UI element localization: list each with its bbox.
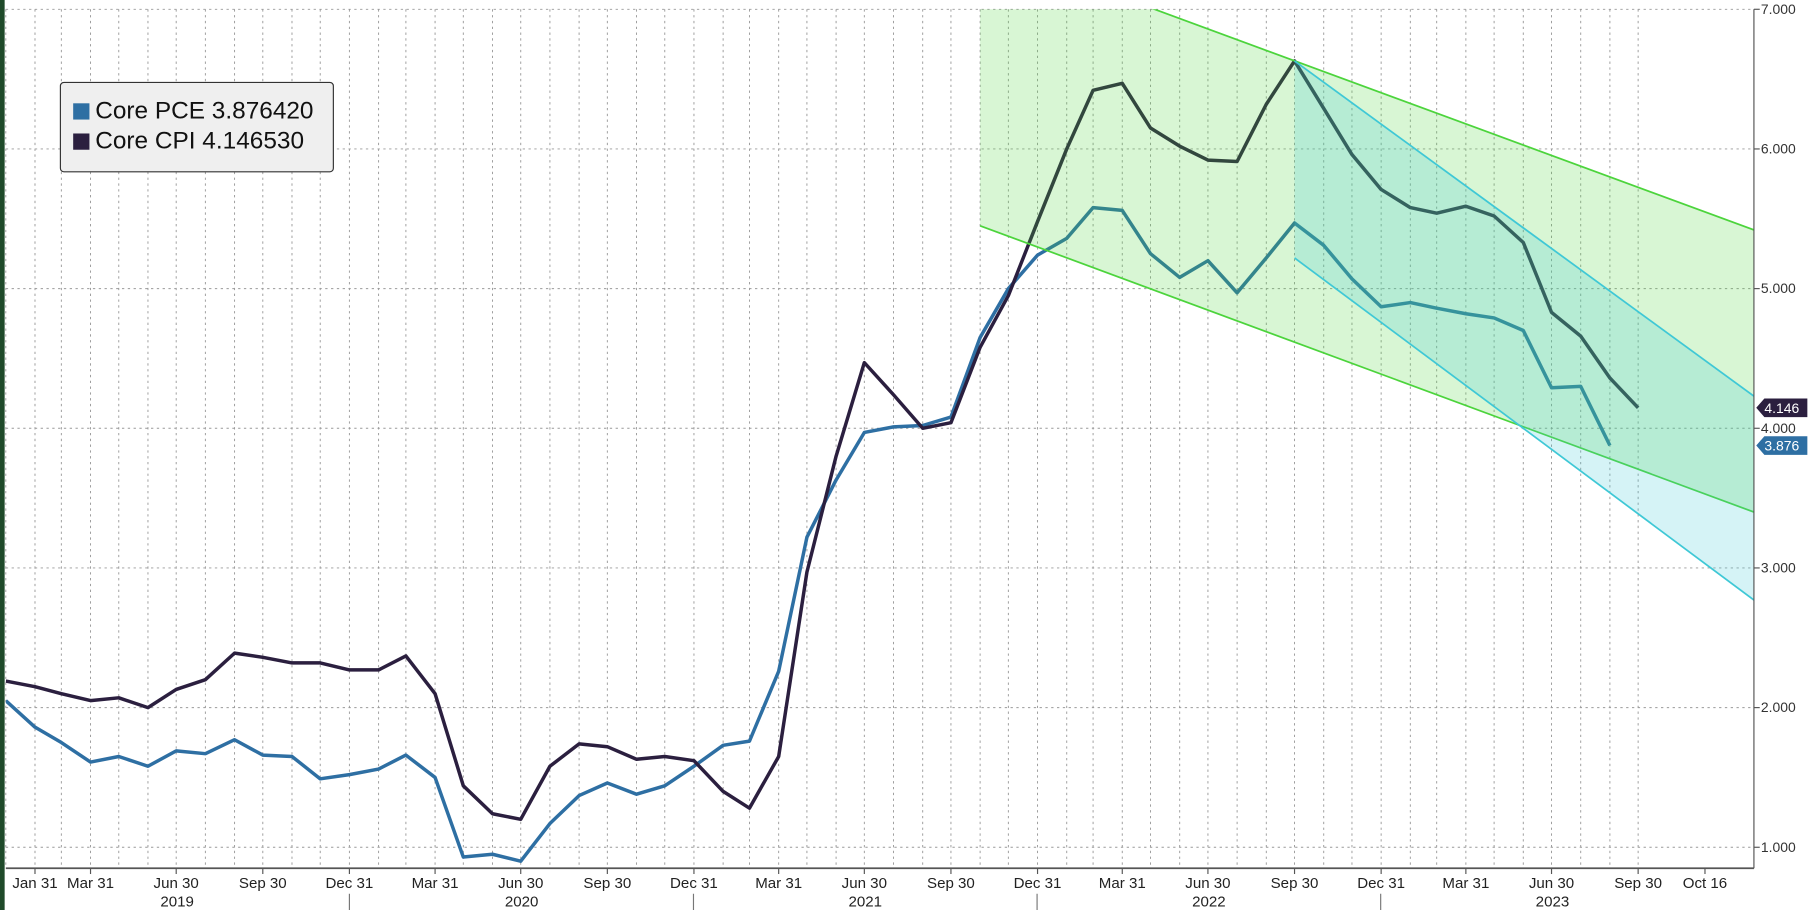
x-tick-label: Mar 31 [1442, 875, 1489, 892]
y-tick-label: 4.000 [1761, 420, 1796, 436]
x-tick-label: Mar 31 [412, 875, 459, 892]
channel-lower [979, 224, 1754, 513]
channel [1294, 60, 1754, 601]
legend-swatch [73, 103, 90, 120]
year-label: 2019 [160, 894, 194, 910]
grid [5, 8, 1754, 869]
series-line [5, 59, 1640, 822]
x-tick-label: Sep 30 [583, 875, 631, 892]
y-tick-label: 5.000 [1761, 280, 1796, 296]
x-tick-label: Jun 30 [1185, 875, 1230, 892]
x-tick-label: Dec 31 [670, 875, 718, 892]
channel-upper [1152, 9, 1754, 231]
year-label: 2023 [1536, 894, 1570, 910]
legend-label: Core CPI 4.146530 [95, 128, 304, 155]
x-tick-label: Sep 30 [927, 875, 975, 892]
legend: Core PCE 3.876420 Core CPI 4.146530 [59, 81, 334, 173]
x-tick-label: Mar 31 [67, 875, 114, 892]
x-tick-label: Sep 30 [239, 875, 287, 892]
series-line [5, 205, 1612, 863]
end-label: 4.146 [1764, 400, 1799, 416]
x-tick-label: Dec 31 [1014, 875, 1062, 892]
legend-name: Core CPI [95, 128, 195, 155]
legend-name: Core PCE [95, 97, 205, 124]
x-tick-label: Sep 30 [1271, 875, 1319, 892]
y-tick-label: 7.000 [1761, 1, 1796, 17]
legend-value: 4.146530 [202, 128, 304, 155]
legend-box [59, 81, 334, 173]
y-tick-label: 6.000 [1761, 141, 1796, 157]
legend-value: 3.876420 [212, 97, 314, 124]
year-label: 2022 [1192, 894, 1226, 910]
y-tick-label: 2.000 [1761, 699, 1796, 715]
x-tick-label: Mar 31 [755, 875, 802, 892]
x-tick-label: Jun 30 [154, 875, 199, 892]
x-tick-label: Jan 31 [12, 875, 57, 892]
left-border [0, 0, 5, 910]
x-tick-label: Mar 31 [1099, 875, 1146, 892]
x-tick-label: Jun 30 [842, 875, 887, 892]
plot-area [5, 9, 1754, 863]
x-tick-label: Sep 30 [1614, 875, 1662, 892]
y-tick-label: 3.000 [1761, 560, 1796, 576]
x-tick-label: Jun 30 [498, 875, 543, 892]
y-tick-label: 1.000 [1761, 839, 1796, 855]
year-label: 2020 [505, 894, 539, 910]
channel [980, 9, 1754, 513]
axis-labels: 1.000 2.000 3.000 4.000 5.000 6.000 7.000 Jan 3… [12, 1, 1808, 910]
year-label: 2021 [848, 894, 882, 910]
channel-upper [1294, 60, 1754, 397]
x-tick-label: Oct 16 [1683, 875, 1727, 892]
x-tick-label: Jun 30 [1529, 875, 1574, 892]
channel-lower [1294, 257, 1754, 601]
x-tick-label: Dec 31 [326, 875, 374, 892]
end-label-box [1756, 398, 1808, 418]
end-label-box [1756, 436, 1808, 455]
legend-label: Core PCE 3.876420 [95, 97, 313, 124]
end-label: 3.876 [1764, 438, 1799, 454]
x-tick-label: Dec 31 [1357, 875, 1405, 892]
legend-swatch [73, 133, 90, 150]
